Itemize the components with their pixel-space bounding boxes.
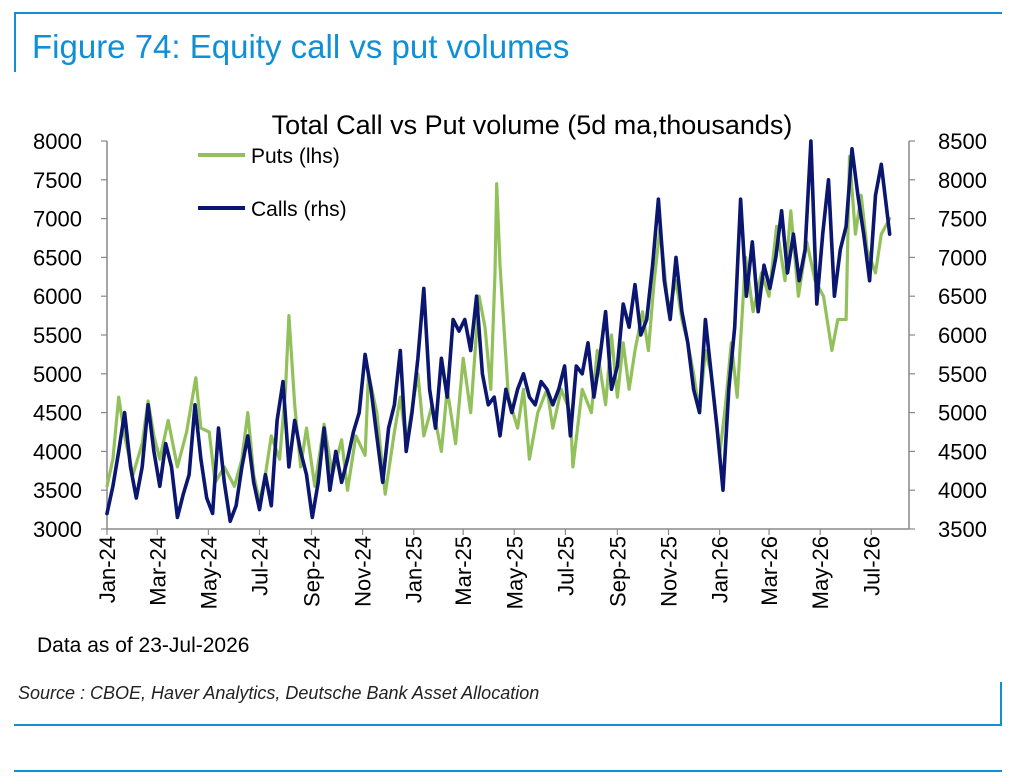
- left-axis: 3000 3500 4000 4500 5000 5500 6000 6500 7000 7500…: [33, 129, 107, 542]
- left-tick-label: 6000: [33, 284, 82, 309]
- legend: Puts (lhs) Calls (rhs): [198, 145, 347, 221]
- header-rule: [14, 12, 1002, 14]
- x-tick-label: Jul-26: [859, 536, 884, 596]
- footer-rule: [14, 770, 1002, 772]
- right-axis: 3500 4000 4500 5000 5500 6000 6500 7000 7500 8000…: [909, 129, 987, 542]
- left-tick-label: 8000: [33, 129, 82, 154]
- x-tick-label: Jan-26: [708, 536, 733, 603]
- right-tick-label: 5000: [938, 401, 987, 426]
- right-tick-label: 8500: [938, 129, 987, 154]
- x-tick-label: Nov-25: [656, 536, 681, 607]
- x-tick-label: Mar-25: [451, 536, 476, 606]
- x-tick-label: May-26: [808, 536, 833, 609]
- x-tick-label: Jan-25: [402, 536, 427, 603]
- source-note: Source : CBOE, Haver Analytics, Deutsche…: [18, 683, 540, 703]
- left-tick-label: 4000: [33, 439, 82, 464]
- left-tick-label: 3500: [33, 478, 82, 503]
- legend-label-calls: Calls (rhs): [251, 198, 347, 221]
- x-tick-label: Mar-26: [757, 536, 782, 606]
- x-tick-label: Jul-24: [248, 536, 273, 596]
- right-tick-label: 5500: [938, 362, 987, 387]
- left-tick-label: 5000: [33, 362, 82, 387]
- data-note: Data as of 23-Jul-2026: [37, 634, 249, 657]
- right-tick-label: 6000: [938, 323, 987, 348]
- x-tick-label: Sep-24: [299, 536, 324, 607]
- right-tick-label: 6500: [938, 284, 987, 309]
- legend-label-puts: Puts (lhs): [251, 145, 340, 168]
- calls-series-line: [105, 139, 892, 523]
- right-tick-label: 4000: [938, 478, 987, 503]
- left-tick-label: 6500: [33, 245, 82, 270]
- left-tick-label: 7000: [33, 207, 82, 232]
- x-tick-label: Mar-24: [145, 536, 170, 606]
- x-tick-label: May-25: [502, 536, 527, 609]
- right-tick-label: 8000: [938, 168, 987, 193]
- left-tick-label: 7500: [33, 168, 82, 193]
- x-tick-label: Nov-24: [351, 536, 376, 607]
- chart: Total Call vs Put volume (5d ma,thousand…: [33, 110, 987, 657]
- source-rule: [14, 724, 1002, 726]
- x-tick-label: Jan-24: [95, 536, 120, 603]
- source-accent-bar: [1000, 682, 1002, 725]
- right-tick-label: 3500: [938, 517, 987, 542]
- x-tick-label: Sep-25: [605, 536, 630, 607]
- right-tick-label: 7000: [938, 245, 987, 270]
- left-tick-label: 5500: [33, 323, 82, 348]
- right-tick-label: 7500: [938, 207, 987, 232]
- chart-title: Total Call vs Put volume (5d ma,thousand…: [272, 110, 793, 140]
- header-accent-bar: [14, 12, 16, 72]
- series-layer: [105, 139, 892, 523]
- right-tick-label: 4500: [938, 439, 987, 464]
- x-tick-label: Jul-25: [553, 536, 578, 596]
- left-tick-label: 3000: [33, 517, 82, 542]
- figure-title: Figure 74: Equity call vs put volumes: [32, 28, 570, 65]
- left-tick-label: 4500: [33, 401, 82, 426]
- x-tick-label: May-24: [196, 536, 221, 609]
- x-axis: Jan-24 Mar-24 May-24 Jul-24 Sep-24 Nov-24 Jan-…: [95, 529, 884, 609]
